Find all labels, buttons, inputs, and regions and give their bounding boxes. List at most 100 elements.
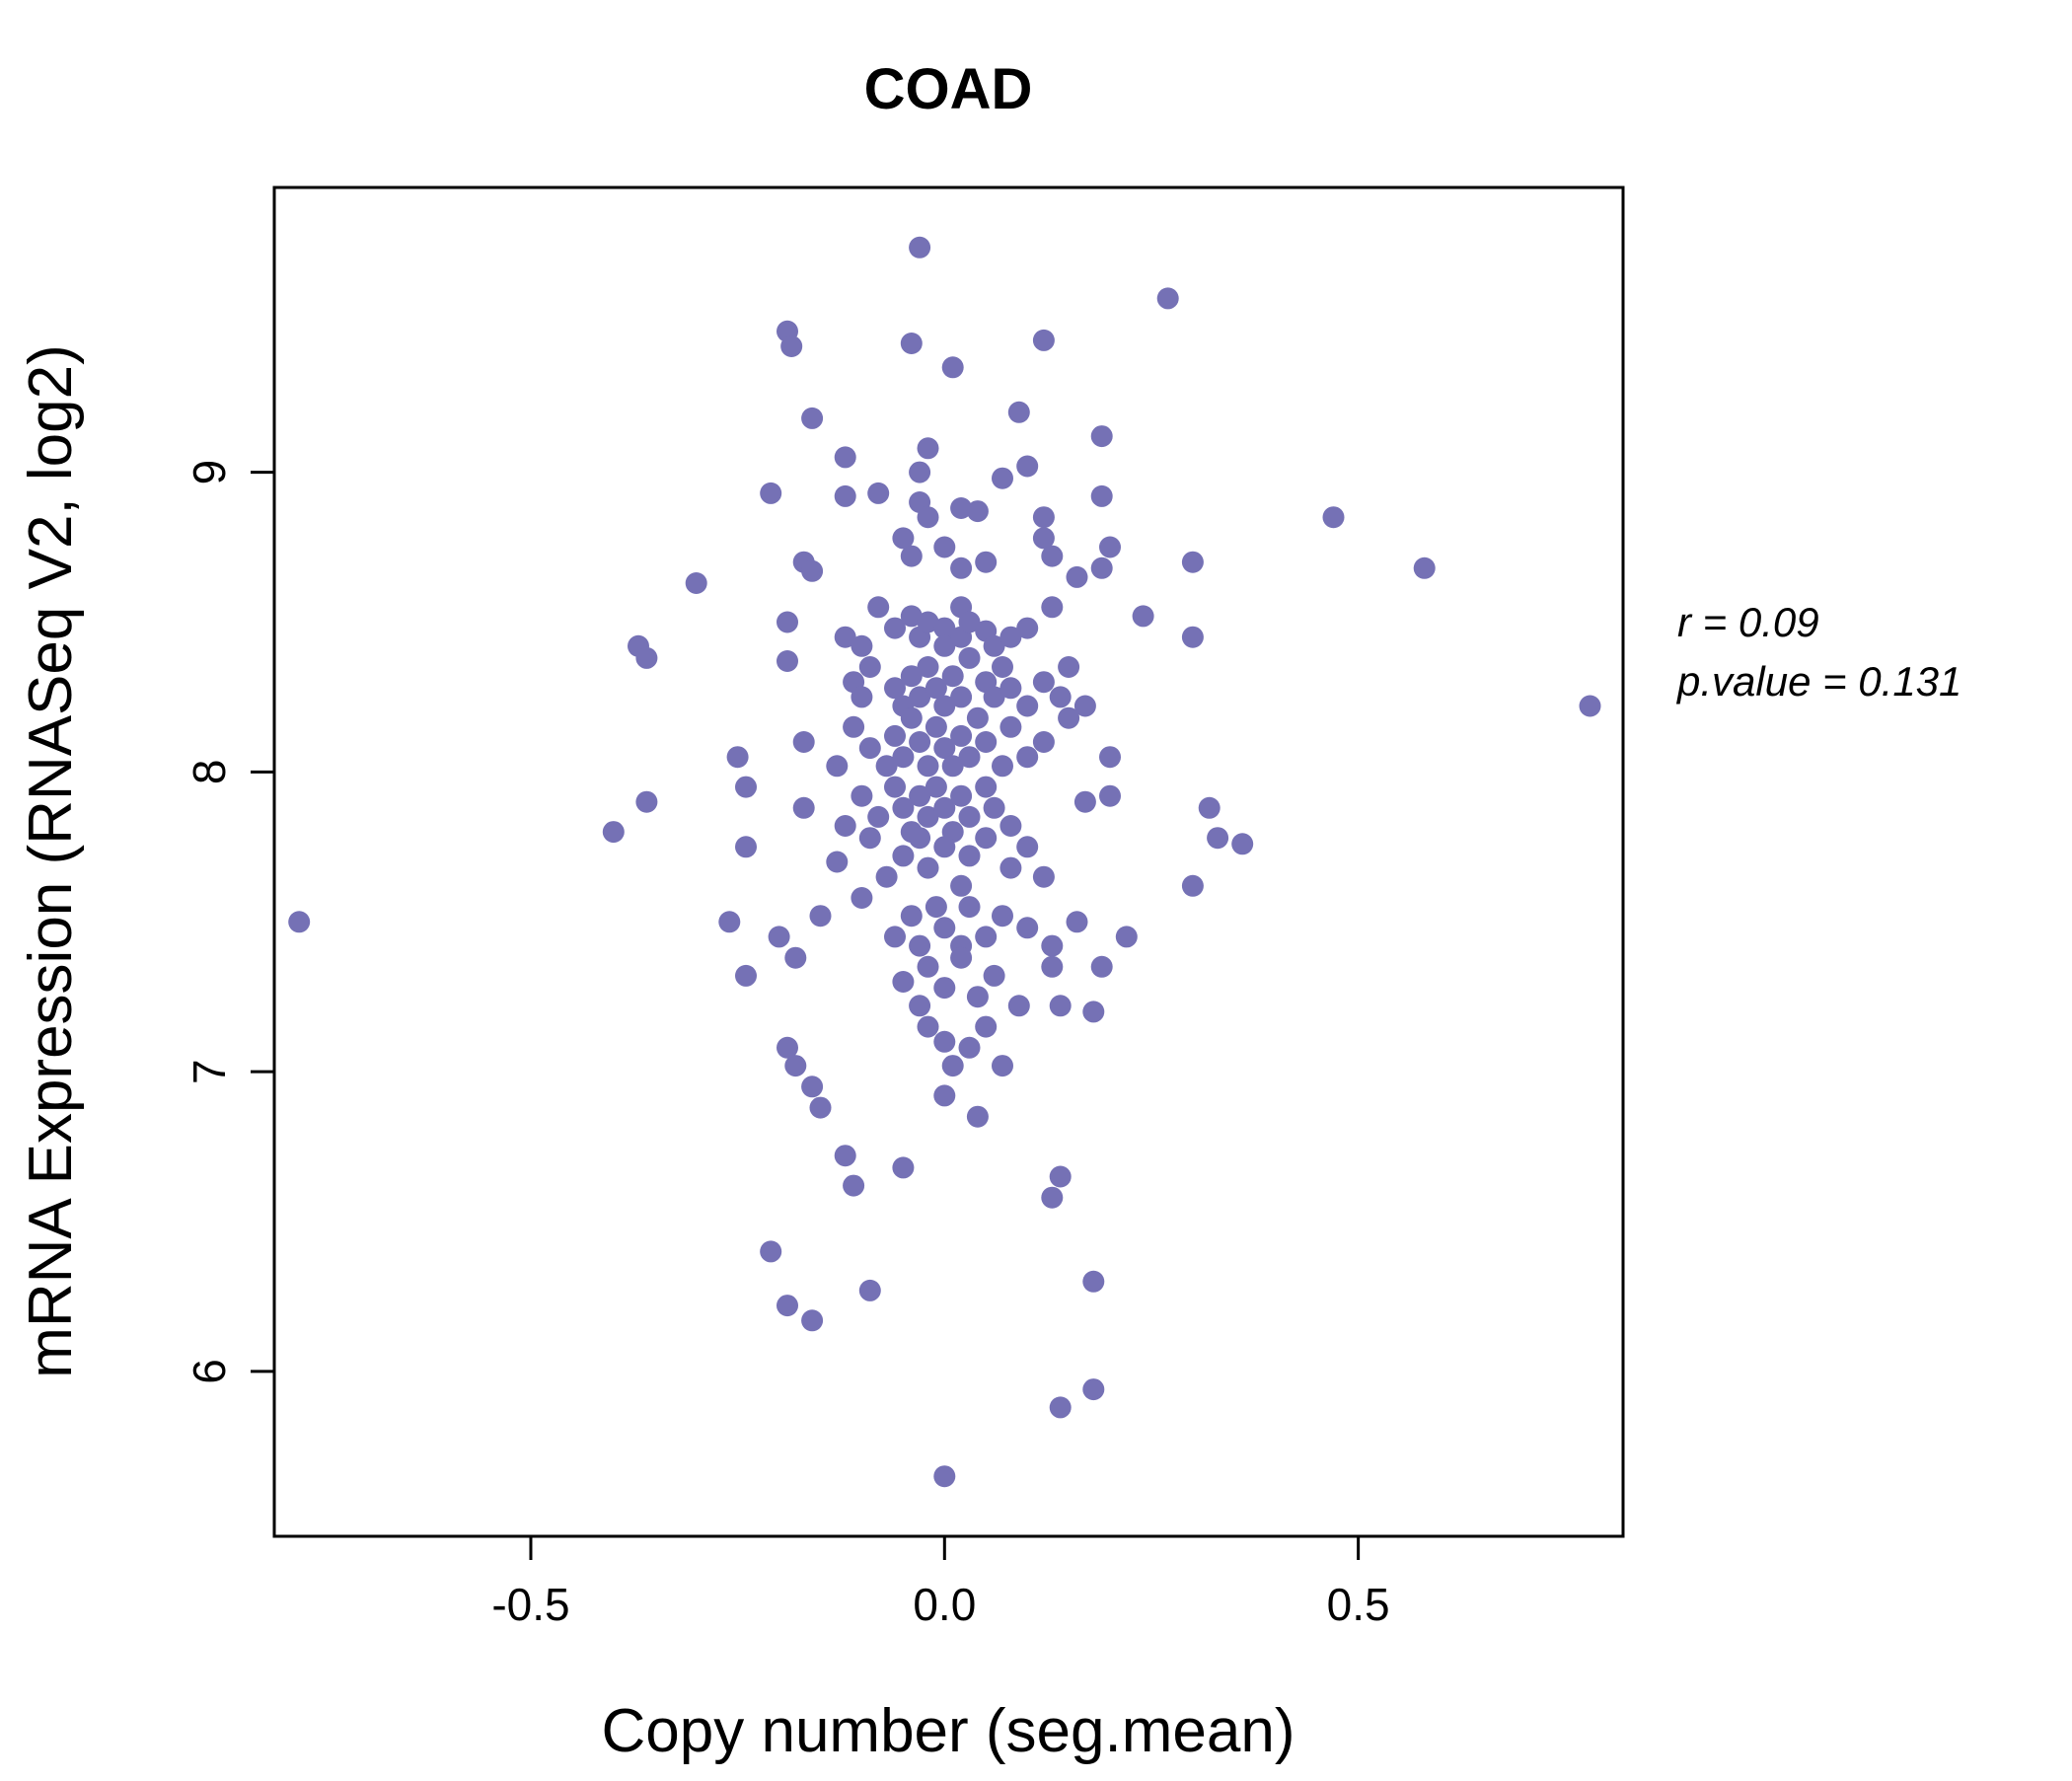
data-point bbox=[1181, 551, 1204, 573]
data-point bbox=[1115, 926, 1138, 948]
y-tick-label: 7 bbox=[184, 1059, 235, 1084]
data-point bbox=[875, 755, 898, 778]
data-point bbox=[933, 536, 956, 558]
data-point bbox=[1198, 796, 1221, 819]
data-point bbox=[1207, 827, 1229, 850]
data-point bbox=[1090, 425, 1113, 448]
data-point bbox=[777, 1295, 798, 1317]
y-tick-label: 8 bbox=[184, 760, 235, 785]
data-point bbox=[917, 656, 939, 678]
data-point bbox=[999, 626, 1022, 648]
data-point bbox=[892, 746, 915, 769]
data-point bbox=[1181, 626, 1204, 648]
data-point bbox=[925, 896, 947, 919]
data-point bbox=[909, 784, 931, 807]
data-point bbox=[975, 827, 998, 850]
data-point bbox=[917, 611, 939, 633]
data-point bbox=[843, 1174, 865, 1197]
data-point bbox=[801, 1309, 824, 1332]
data-point bbox=[1099, 536, 1121, 558]
data-point bbox=[826, 755, 849, 778]
x-tick-label: 0.0 bbox=[913, 1579, 976, 1630]
data-point bbox=[933, 617, 956, 639]
data-point bbox=[925, 677, 947, 700]
data-point bbox=[792, 731, 815, 753]
y-tick-label: 9 bbox=[184, 460, 235, 485]
data-point bbox=[685, 572, 707, 594]
data-point bbox=[851, 887, 873, 909]
data-point bbox=[999, 856, 1022, 879]
data-point bbox=[1007, 401, 1030, 423]
data-point bbox=[1032, 865, 1055, 888]
data-point bbox=[917, 856, 939, 879]
data-point bbox=[1082, 1378, 1105, 1401]
data-point bbox=[941, 356, 964, 379]
data-point bbox=[958, 896, 981, 919]
data-point bbox=[950, 724, 973, 747]
data-point bbox=[1066, 565, 1088, 588]
data-point bbox=[875, 865, 898, 888]
data-point bbox=[950, 784, 973, 807]
data-point bbox=[1032, 329, 1055, 351]
data-point bbox=[1016, 836, 1039, 858]
data-point bbox=[1322, 506, 1345, 529]
y-tick-label: 6 bbox=[184, 1359, 235, 1384]
data-point bbox=[867, 596, 890, 619]
data-point bbox=[1032, 527, 1055, 550]
data-point bbox=[900, 905, 923, 928]
data-point bbox=[801, 407, 824, 429]
data-point bbox=[941, 755, 964, 778]
data-point bbox=[1007, 995, 1030, 1017]
data-point bbox=[809, 1096, 832, 1119]
data-point bbox=[933, 917, 956, 939]
data-point bbox=[975, 551, 998, 573]
data-point bbox=[966, 500, 989, 523]
data-point bbox=[801, 559, 824, 582]
data-point bbox=[777, 611, 798, 633]
data-point bbox=[983, 964, 1005, 987]
data-point bbox=[809, 905, 832, 928]
data-point bbox=[958, 746, 981, 769]
data-point bbox=[917, 805, 939, 828]
data-point bbox=[801, 1076, 824, 1098]
data-point bbox=[1016, 695, 1039, 717]
data-point bbox=[843, 715, 865, 738]
data-point bbox=[851, 634, 873, 657]
data-point bbox=[975, 1015, 998, 1038]
data-point bbox=[1066, 911, 1088, 933]
y-axis-label: mRNA Expression (RNASeq V2, log2) bbox=[17, 344, 85, 1378]
data-point bbox=[900, 333, 923, 354]
data-point bbox=[760, 1240, 782, 1263]
data-point bbox=[735, 776, 757, 798]
data-point bbox=[992, 1055, 1013, 1077]
data-point bbox=[909, 686, 931, 708]
data-point bbox=[958, 1036, 981, 1059]
data-point bbox=[777, 650, 798, 672]
data-point bbox=[826, 851, 849, 873]
data-point bbox=[1032, 506, 1055, 529]
data-point bbox=[834, 484, 856, 507]
data-point bbox=[933, 836, 956, 858]
data-point bbox=[925, 776, 947, 798]
data-point bbox=[1049, 1396, 1072, 1419]
data-point bbox=[1073, 695, 1096, 717]
data-point bbox=[858, 827, 881, 850]
data-point bbox=[858, 1279, 881, 1301]
data-point bbox=[1181, 874, 1204, 897]
data-point bbox=[909, 731, 931, 753]
data-point bbox=[975, 926, 998, 948]
data-point bbox=[892, 527, 915, 550]
data-point bbox=[1016, 617, 1039, 639]
data-point bbox=[1041, 596, 1064, 619]
annotation-r-value: r = 0.09 bbox=[1677, 599, 1819, 645]
data-point bbox=[909, 461, 931, 483]
data-point bbox=[1090, 484, 1113, 507]
data-point bbox=[917, 955, 939, 978]
data-point bbox=[867, 805, 890, 828]
data-point bbox=[1041, 955, 1064, 978]
data-point bbox=[900, 665, 923, 688]
data-point bbox=[992, 467, 1013, 489]
data-point bbox=[999, 677, 1022, 700]
data-point bbox=[950, 557, 973, 579]
